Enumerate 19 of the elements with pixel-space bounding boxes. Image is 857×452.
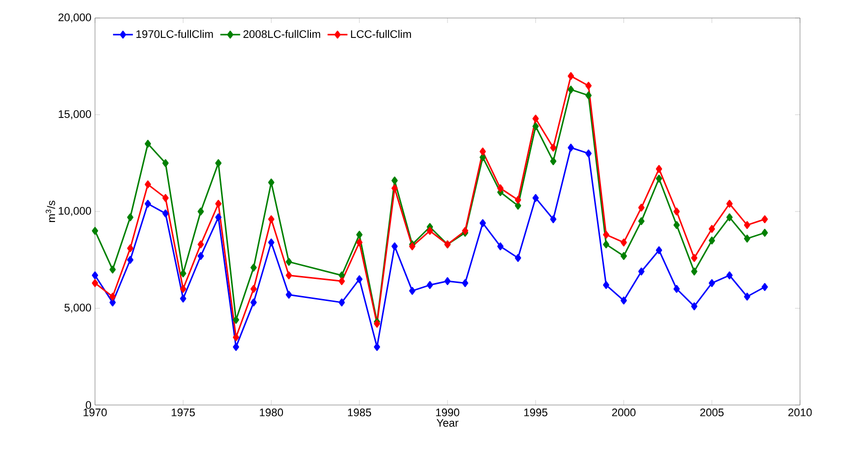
x-tick-label: 1995 [524, 408, 548, 416]
x-tick-label: 2010 [788, 408, 812, 416]
y-tick-label: 0 [86, 401, 92, 409]
x-tick-label: 1975 [172, 408, 195, 416]
legend-label: LCC-fullClim [351, 30, 411, 38]
legend-label: 2008LC-fullClim [243, 30, 320, 38]
x-tick-label: 1980 [260, 408, 283, 416]
x-axis-title: Year [436, 419, 458, 427]
legend-label: 1970LC-fullClim [136, 30, 213, 38]
y-tick-label: 10,000 [58, 206, 92, 216]
x-tick-label: 2000 [612, 408, 636, 416]
x-tick-label: 1990 [436, 408, 460, 416]
x-tick-label: 1985 [348, 408, 372, 416]
y-tick-label: 5,000 [64, 304, 92, 313]
y-tick-label: 20,000 [58, 13, 92, 23]
x-tick-label: 1970 [84, 408, 107, 416]
x-tick-label: 2005 [700, 408, 724, 416]
y-tick-label: 15,000 [58, 110, 92, 120]
y-axis-title: m$^{3}$/s [46, 200, 56, 222]
